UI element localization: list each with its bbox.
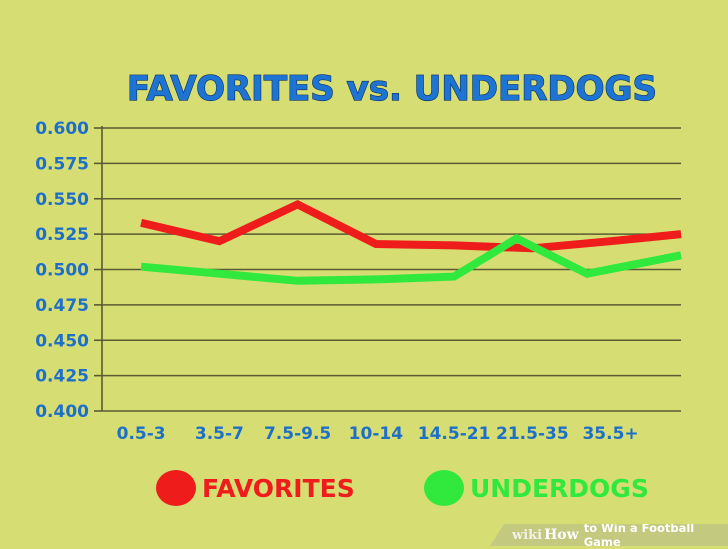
- y-tick-label: 0.575: [35, 154, 89, 174]
- series-line-underdogs: [140, 233, 682, 285]
- chart-title: FAVORITES vs. UNDERDOGS: [127, 69, 657, 109]
- legend-marker: [156, 470, 196, 506]
- watermark-brand: How: [544, 527, 579, 543]
- watermark-text: to Win a Football Game: [583, 521, 695, 549]
- legend: FAVORITES UNDERDOGS: [156, 470, 649, 506]
- y-tick-label: 0.450: [35, 331, 89, 351]
- x-tick-label: 3.5-7: [195, 424, 244, 444]
- x-tick-label: 0.5-3: [117, 424, 166, 444]
- x-tick-label: 14.5-21: [418, 424, 491, 444]
- series-line-favorites: [140, 199, 682, 253]
- y-tick-label: 0.525: [35, 225, 89, 245]
- y-tick-label: 0.475: [35, 296, 89, 316]
- x-tick-label: 10-14: [349, 424, 404, 444]
- watermark-prefix: wiki: [512, 527, 543, 543]
- wikihow-watermark: wiki How to Win a Football Game: [490, 524, 728, 546]
- legend-label: FAVORITES: [202, 474, 355, 503]
- x-tick-label: 35.5+: [582, 424, 638, 444]
- x-tick-label: 21.5-35: [496, 424, 569, 444]
- y-tick-label: 0.550: [35, 190, 89, 210]
- y-tick-label: 0.400: [35, 402, 89, 422]
- series-lines: [140, 199, 682, 285]
- legend-marker: [424, 470, 464, 506]
- y-tick-label: 0.425: [35, 367, 89, 387]
- axes: 0.600 0.575 0.550 0.525 0.500 0.475 0.450 0.425…: [35, 119, 638, 444]
- y-tick-label: 0.500: [35, 261, 89, 281]
- y-tick-label: 0.600: [35, 119, 89, 139]
- legend-label: UNDERDOGS: [470, 474, 649, 503]
- x-tick-label: 7.5-9.5: [264, 424, 331, 444]
